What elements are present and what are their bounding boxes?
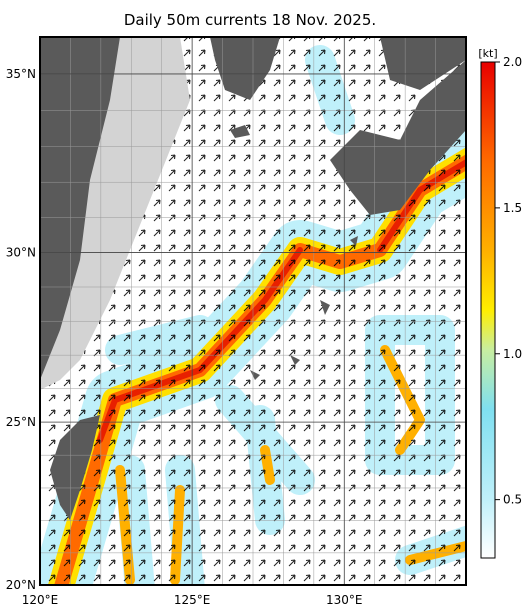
lat-tick-label: 35°N: [6, 67, 36, 81]
map-area: [40, 37, 466, 585]
colorbar: [480, 61, 496, 559]
graticule: [40, 37, 466, 585]
lat-tick-label: 30°N: [6, 245, 36, 259]
lat-tick-label: 25°N: [6, 415, 36, 429]
map-frame: [39, 36, 467, 586]
lon-tick-label: 120°E: [22, 593, 59, 607]
colorbar-tick-label: 0.5: [503, 493, 522, 507]
colorbar-ticks: 2.0 1.5 1.0 0.5: [495, 55, 522, 507]
lon-tick-label: 125°E: [174, 593, 211, 607]
land: [40, 37, 466, 520]
colorbar-tick-label: 1.0: [503, 347, 522, 361]
title: Daily 50m currents 18 Nov. 2025.: [124, 11, 376, 29]
colorbar-unit: [kt]: [478, 47, 497, 60]
lat-tick-label: 20°N: [6, 578, 36, 592]
lon-tick-label: 130°E: [326, 593, 363, 607]
colorbar-tick-label: 1.5: [503, 201, 522, 215]
map-ticks: 120°E 125°E 130°E 20°N 25°N 30°N 35°N: [6, 67, 363, 607]
colorbar-tick-label: 2.0: [503, 55, 522, 69]
